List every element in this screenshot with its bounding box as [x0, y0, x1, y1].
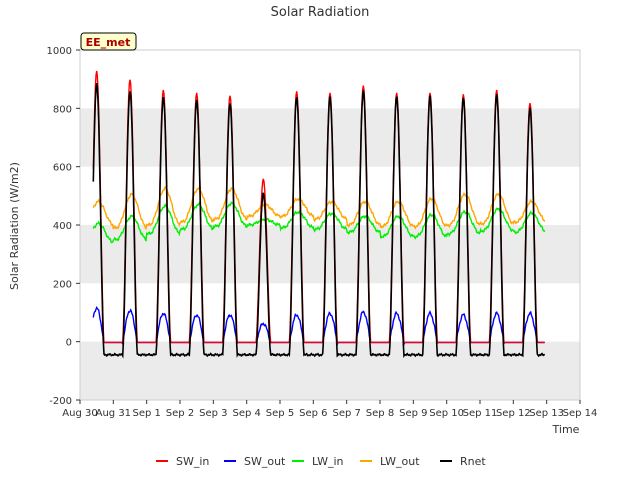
x-tick-label: Sep 4 — [232, 408, 260, 419]
legend-label: SW_in — [176, 455, 209, 468]
legend-item-rnet: Rnet — [440, 455, 486, 468]
y-tick-label: -200 — [49, 396, 72, 407]
x-tick-label: Sep 1 — [132, 408, 160, 419]
x-tick-label: Sep 5 — [266, 408, 294, 419]
legend-item-lw-out: LW_out — [360, 455, 420, 468]
y-tick-label: 800 — [53, 104, 72, 115]
x-tick-label: Sep 8 — [366, 408, 394, 419]
series-layer — [92, 70, 546, 359]
y-tick-label: 0 — [66, 338, 72, 349]
x-tick-label: Sep 12 — [496, 408, 531, 419]
x-axis-label: Time — [552, 423, 580, 436]
series-line-lw-in — [92, 201, 546, 244]
series-line-rnet — [92, 82, 546, 359]
legend-label: Rnet — [460, 455, 486, 468]
grid-band — [80, 225, 580, 284]
x-tick-label: Sep 2 — [166, 408, 194, 419]
y-tick-label: 1000 — [47, 46, 72, 57]
y-tick-label: 600 — [53, 163, 72, 174]
chart-title: Solar Radiation — [271, 5, 370, 20]
legend-label: LW_in — [312, 455, 344, 468]
x-tick-label: Sep 7 — [332, 408, 360, 419]
x-tick-label: Aug 30 — [62, 408, 97, 419]
x-tick-label: Aug 31 — [96, 408, 131, 419]
annotation-box: EE_met — [80, 32, 137, 51]
x-tick-label: Sep 3 — [199, 408, 227, 419]
legend-label: SW_out — [244, 455, 286, 468]
y-axis-label: Solar Radiation (W/m2) — [8, 162, 21, 290]
x-tick-label: Sep 14 — [563, 408, 598, 419]
legend-item-lw-in: LW_in — [292, 455, 344, 468]
plot-background — [80, 50, 580, 400]
x-tick-label: Sep 11 — [463, 408, 498, 419]
grid-band — [80, 341, 580, 400]
legend-item-sw-in: SW_in — [156, 455, 209, 468]
x-tick-label: Sep 10 — [429, 408, 464, 419]
legend-item-sw-out: SW_out — [224, 455, 286, 468]
x-tick-label: Sep 9 — [399, 408, 427, 419]
y-tick-label: 200 — [53, 279, 72, 290]
series-line-lw-out — [92, 185, 546, 231]
legend: SW_in SW_out LW_in LW_out Rnet — [156, 455, 486, 468]
x-tick-label: Sep 13 — [529, 408, 564, 419]
annotation-label: EE_met — [86, 36, 131, 49]
x-tick-label: Sep 6 — [299, 408, 327, 419]
grid-band — [80, 108, 580, 167]
y-tick-label: 400 — [53, 221, 72, 232]
legend-label: LW_out — [380, 455, 420, 468]
